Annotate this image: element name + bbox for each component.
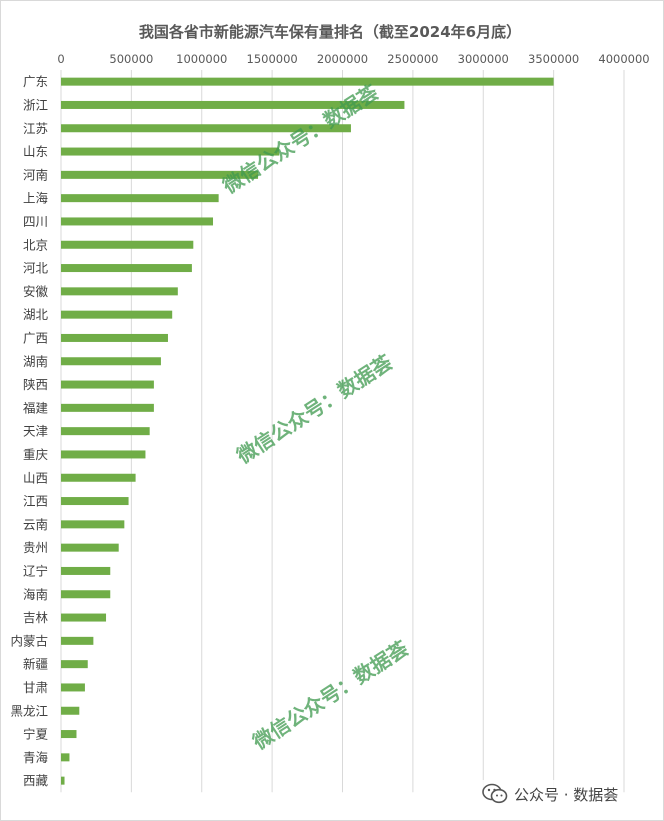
- bar: [61, 124, 351, 133]
- bar: [61, 730, 77, 739]
- bar: [61, 590, 111, 599]
- source-tag: 公众号 · 数据荟: [482, 780, 619, 808]
- bar: [61, 403, 154, 412]
- bar: [61, 613, 107, 622]
- x-tick-label: 500000: [109, 52, 153, 66]
- bar: [61, 217, 214, 226]
- x-tick-label: 2500000: [387, 52, 438, 66]
- category-label: 黑龙江: [10, 703, 48, 718]
- bar: [61, 194, 219, 203]
- x-tick-label: 3000000: [458, 52, 509, 66]
- bar: [61, 310, 173, 319]
- category-label: 山西: [23, 470, 48, 485]
- category-label: 宁夏: [23, 727, 49, 742]
- category-label: 云南: [23, 517, 48, 532]
- category-label: 江苏: [23, 121, 48, 136]
- x-axis-ticks: 0 500000 1000000 1500000 2000000 2500000 30000…: [57, 52, 649, 66]
- category-label: 天津: [23, 424, 48, 439]
- bar: [61, 450, 146, 459]
- bar: [61, 287, 178, 296]
- bar: [61, 264, 192, 273]
- bar: [61, 520, 125, 529]
- category-label: 重庆: [23, 447, 49, 462]
- chart-title: 我国各省市新能源汽车保有量排名（截至2024年6月底）: [139, 23, 521, 41]
- category-label: 青海: [23, 750, 49, 765]
- x-tick-label: 1500000: [247, 52, 298, 66]
- bar: [61, 170, 259, 179]
- bar: [61, 776, 65, 785]
- category-label: 河北: [23, 261, 49, 276]
- category-label: 湖北: [23, 307, 49, 322]
- bar: [61, 380, 154, 389]
- bar: [61, 100, 405, 109]
- bar: [61, 566, 111, 575]
- category-labels: 广东浙江江苏山东河南上海四川北京河北安徽湖北广西湖南陕西福建天津重庆山西江西云南…: [10, 74, 48, 788]
- bar: [61, 147, 280, 156]
- bar: [61, 683, 85, 692]
- category-label: 江西: [23, 494, 48, 509]
- category-label: 西藏: [23, 773, 49, 788]
- bar: [61, 660, 88, 669]
- category-label: 广东: [23, 74, 48, 89]
- bar: [61, 636, 94, 645]
- category-label: 河南: [23, 167, 48, 182]
- bar: [61, 357, 161, 366]
- category-label: 吉林: [23, 610, 49, 625]
- bar: [61, 497, 129, 506]
- category-label: 海南: [23, 587, 48, 602]
- category-label: 上海: [23, 191, 49, 206]
- category-label: 辽宁: [23, 563, 48, 578]
- bar: [61, 333, 168, 342]
- category-label: 山东: [23, 144, 48, 159]
- category-label: 北京: [23, 237, 48, 252]
- x-tick-label: 4000000: [598, 52, 649, 66]
- category-label: 新疆: [23, 657, 48, 672]
- x-tick-label: 2000000: [317, 52, 368, 66]
- bar: [61, 473, 136, 482]
- bar: [61, 240, 194, 249]
- category-label: 湖南: [23, 354, 48, 369]
- category-label: 贵州: [23, 540, 48, 555]
- source-label: 公众号 · 数据荟: [514, 785, 619, 804]
- x-tick-label: 1000000: [176, 52, 227, 66]
- category-label: 四川: [23, 214, 48, 229]
- category-label: 福建: [23, 400, 49, 415]
- category-label: 陕西: [23, 377, 48, 392]
- bars: [61, 77, 554, 785]
- bar: [61, 706, 80, 715]
- x-tick-label: 0: [57, 52, 64, 66]
- x-tick-label: 3500000: [528, 52, 579, 66]
- bar: [61, 753, 70, 762]
- category-label: 安徽: [23, 284, 49, 299]
- category-label: 浙江: [23, 97, 48, 112]
- wechat-icon: [482, 783, 508, 804]
- category-label: 甘肃: [23, 680, 48, 695]
- bar: [61, 427, 150, 436]
- bar: [61, 543, 119, 552]
- category-label: 广西: [23, 330, 48, 345]
- bar: [61, 77, 554, 86]
- category-label: 内蒙古: [10, 633, 48, 648]
